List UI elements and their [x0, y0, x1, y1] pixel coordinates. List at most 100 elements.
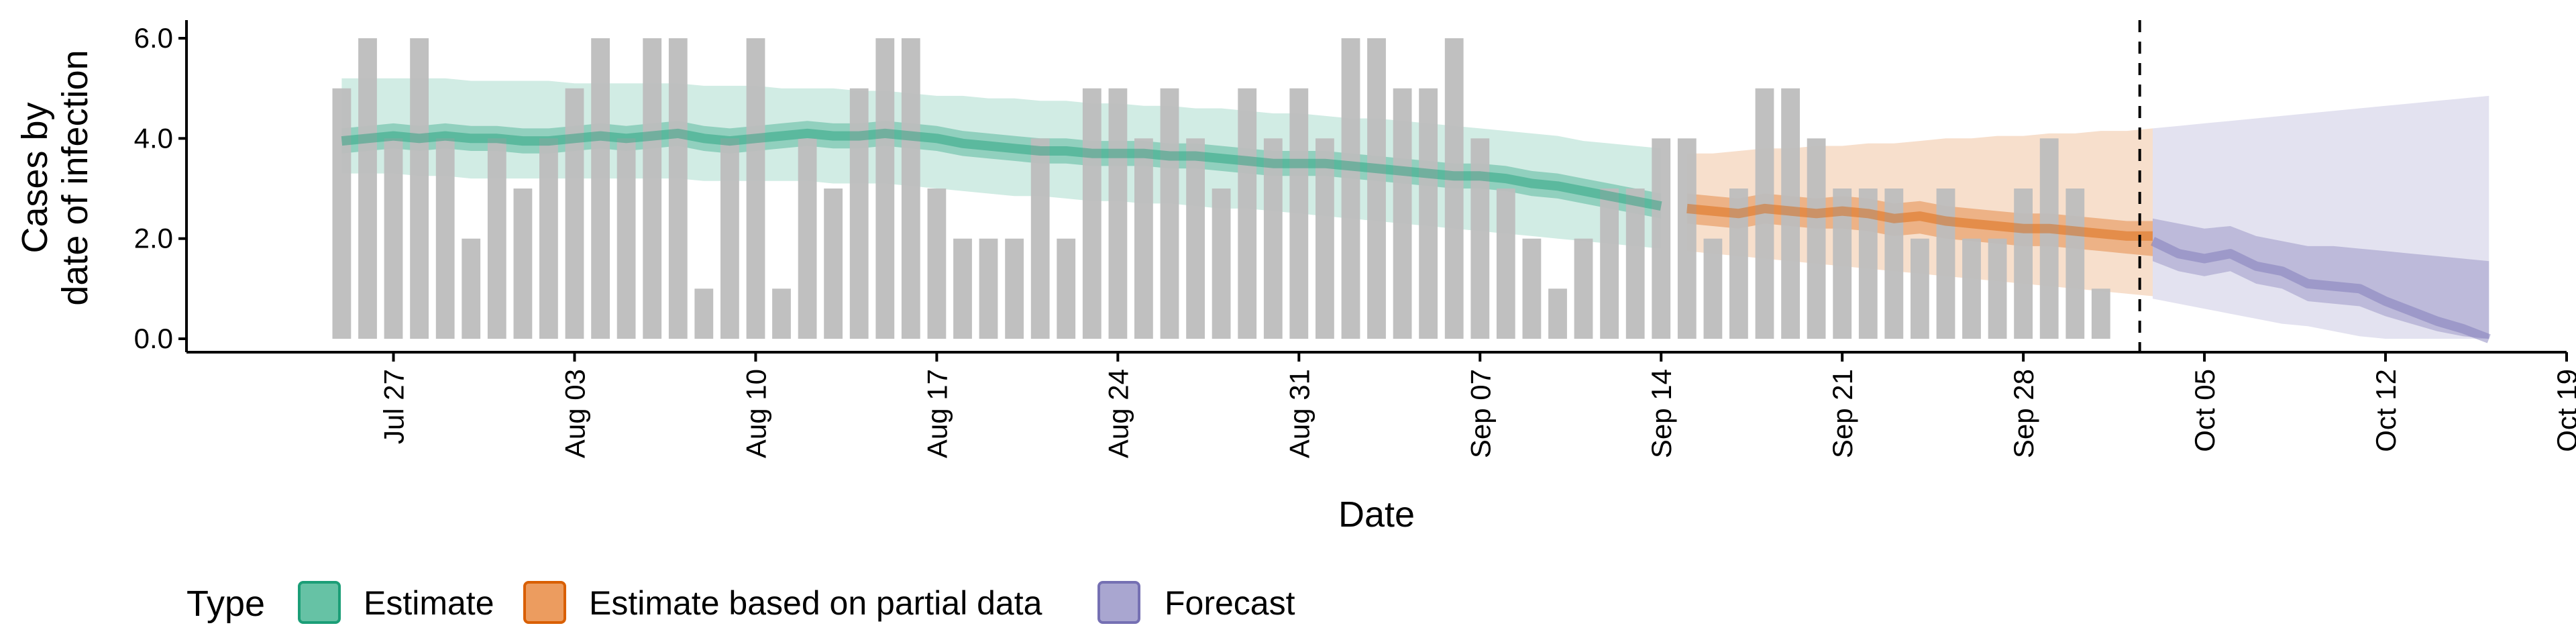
case-bar — [2014, 189, 2033, 339]
case-bar — [1341, 38, 1360, 339]
case-bar — [668, 38, 688, 339]
case-bar — [1393, 88, 1412, 339]
case-bar — [462, 238, 481, 339]
case-bar — [927, 189, 947, 339]
case-bar — [332, 88, 352, 339]
case-bar — [358, 38, 377, 339]
x-tick-label: Aug 31 — [1283, 369, 1315, 458]
legend-label-forecast: Forecast — [1165, 584, 1295, 622]
case-bar — [875, 38, 895, 339]
case-bar — [1444, 38, 1464, 339]
case-bar — [1548, 288, 1567, 339]
case-bar — [901, 38, 920, 339]
case-bar — [1108, 88, 1128, 339]
case-bar — [720, 138, 739, 339]
case-bar — [1652, 138, 1671, 339]
case-bar — [384, 138, 403, 339]
case-bar — [824, 189, 843, 339]
case-bar — [1263, 138, 1283, 339]
case-bar — [1496, 189, 1515, 339]
inner-band-estimate-based-on-partial-data — [1686, 193, 2153, 256]
case-bar — [1884, 189, 1904, 339]
y-tick-label: 4.0 — [134, 122, 173, 154]
outer-band-estimate-based-on-partial-data — [1686, 128, 2153, 297]
case-bar — [746, 38, 765, 339]
case-bar — [1807, 138, 1826, 339]
case-bar — [1470, 138, 1490, 339]
legend: Type Estimate Estimate based on partial … — [186, 581, 1295, 624]
case-bar — [1238, 88, 1257, 339]
legend-label-partial: Estimate based on partial data — [589, 584, 1042, 622]
case-bar — [1316, 138, 1334, 339]
legend-label-estimate: Estimate — [364, 584, 494, 622]
x-tick-label: Jul 27 — [378, 369, 410, 444]
median-line-estimate-based-on-partial-data — [1686, 203, 2153, 241]
x-tick-label: Oct 05 — [2189, 369, 2220, 452]
x-tick-label: Sep 14 — [1646, 369, 1677, 458]
case-bar — [1625, 189, 1645, 339]
case-bar — [798, 138, 817, 339]
case-bar — [616, 138, 636, 339]
axes — [185, 20, 2567, 354]
case-bar — [487, 138, 506, 339]
case-bar — [1677, 138, 1697, 339]
legend-swatch-estimate — [298, 581, 341, 624]
case-bar — [1858, 189, 1878, 339]
bars-layer — [332, 38, 2110, 339]
inner-band-forecast — [2153, 218, 2489, 339]
case-bar — [849, 88, 869, 339]
ribbon-layer — [341, 78, 2489, 339]
case-bar — [1962, 238, 1981, 339]
x-tick-label: Oct 12 — [2370, 369, 2402, 452]
case-bar — [1419, 88, 1438, 339]
case-bar — [1160, 88, 1179, 339]
case-bar — [1833, 189, 1852, 339]
median-lines-layer — [341, 128, 2491, 343]
case-bar — [1574, 238, 1593, 339]
x-tick-label: Sep 28 — [2008, 369, 2039, 458]
median-line-estimate — [341, 128, 1662, 211]
case-bar — [539, 138, 558, 339]
case-bar — [565, 88, 584, 339]
legend-swatch-partial — [523, 581, 566, 624]
case-bar — [643, 38, 662, 339]
case-bar — [1522, 238, 1542, 339]
case-bar — [1057, 238, 1076, 339]
case-bar — [1030, 138, 1050, 339]
median-line-forecast — [2150, 237, 2491, 343]
y-tick-label: 2.0 — [134, 223, 173, 254]
case-bar — [1936, 189, 1955, 339]
x-tick-label: Aug 10 — [740, 369, 771, 458]
x-tick-label: Aug 03 — [559, 369, 591, 458]
case-bar — [1781, 88, 1800, 339]
case-bar — [1988, 238, 2007, 339]
case-bar — [1729, 189, 1748, 339]
legend-swatch-forecast — [1097, 581, 1140, 624]
case-bar — [694, 288, 714, 339]
case-bar — [1134, 138, 1153, 339]
y-axis-title-line2: date of infection — [55, 50, 95, 305]
case-bar — [1911, 238, 1929, 339]
case-bar — [1703, 238, 1723, 339]
x-ticks: Jul 27 Aug 03 Aug 10 Aug 17 Aug 24 Aug 31 Sep … — [378, 352, 2576, 458]
case-bar — [2091, 288, 2110, 339]
x-tick-label: Sep 21 — [1827, 369, 1858, 458]
case-bar — [1600, 189, 1619, 339]
case-bar — [1005, 238, 1024, 339]
x-tick-label: Aug 24 — [1102, 369, 1134, 458]
y-tick-label: 0.0 — [134, 323, 173, 354]
y-tick-label: 6.0 — [134, 22, 173, 54]
y-axis-title-line1: Cases by — [15, 102, 55, 253]
x-tick-label: Oct 19 — [2551, 369, 2576, 452]
case-bar — [513, 189, 533, 339]
case-bar — [2039, 138, 2059, 339]
case-bar — [953, 238, 972, 339]
case-bar — [591, 38, 610, 339]
case-bar — [1755, 88, 1774, 339]
case-bar — [1082, 88, 1102, 339]
x-axis-title: Date — [1338, 494, 1415, 535]
y-ticks: 0.0 2.0 4.0 6.0 — [134, 22, 186, 354]
legend-title: Type — [186, 584, 265, 624]
case-bar — [1289, 88, 1309, 339]
